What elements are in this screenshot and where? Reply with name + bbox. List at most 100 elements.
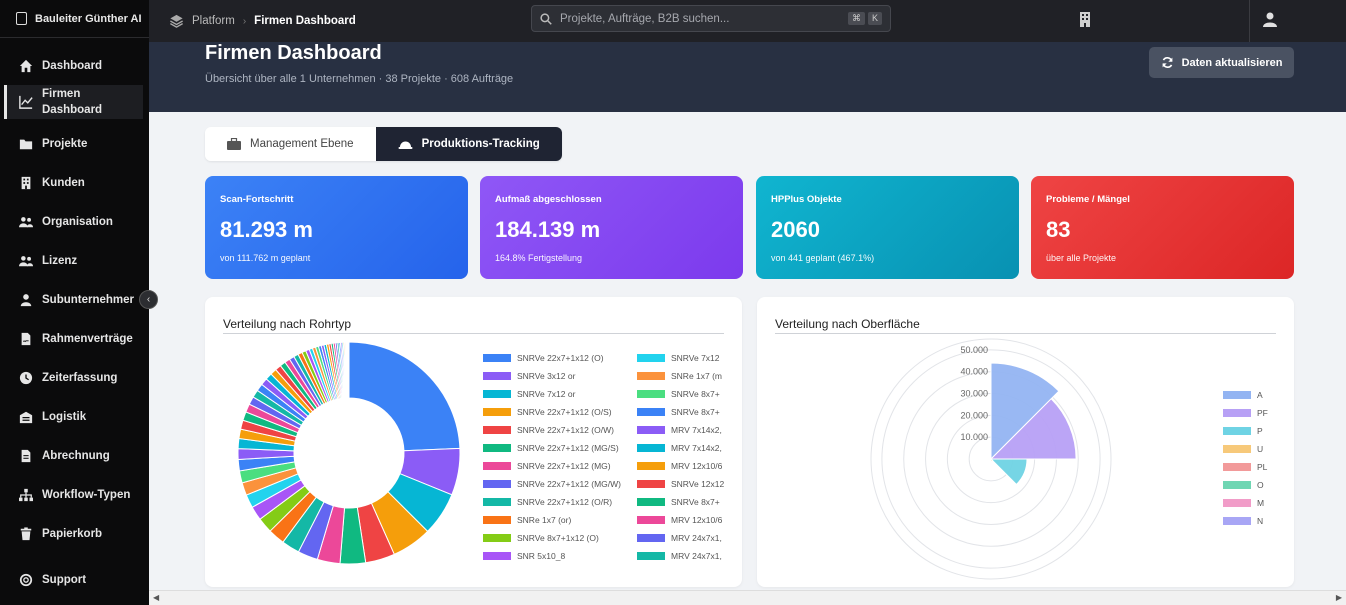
scroll-left-icon[interactable]: ◀ [153,593,160,602]
legend-item[interactable]: MRV 12x10/6 [637,461,722,471]
legend-label: MRV 24x7x1, [671,551,722,561]
sidebar-item-label: Papierkorb [42,527,103,540]
legend-item[interactable]: A [1223,390,1263,400]
legend-item[interactable]: SNRVe 8x7+ [637,407,720,417]
topbar: Platform › Firmen Dashboard ⌘ K [149,0,1346,42]
legend-item[interactable]: SNRVe 22x7+1x12 (O/S) [483,407,612,417]
sidebar-nav: Dashboard Firmen Dashboard Projekte Kunden O… [0,38,149,553]
home-icon [19,59,33,72]
brand[interactable]: Bauleiter Günther AI [0,0,149,38]
legend-item[interactable]: SNRVe 3x12 or [483,371,575,381]
sidebar-item-workflow-typen[interactable]: Workflow-Typen [0,475,149,514]
sidebar-item-kunden[interactable]: Kunden [0,163,149,202]
oberflaeche-polar-chart: 10.000 20.000 30.000 40.000 50.000 [870,338,1112,580]
legend-label: SNRVe 7x12 or [517,389,576,399]
sidebar-item-subunternehmer[interactable]: Subunternehmer [0,280,149,319]
legend-item[interactable]: SNRe 1x7 (or) [483,515,571,525]
legend-item[interactable]: SNRVe 7x12 or [483,389,575,399]
invoice-icon [21,449,31,462]
tab-produktions-tracking[interactable]: Produktions-Tracking [375,127,562,161]
kpi-value: 83 [1046,217,1071,242]
sidebar-item-support[interactable]: Support [0,560,149,599]
legend-item[interactable]: SNRVe 8x7+1x12 (O) [483,533,599,543]
legend-item[interactable]: MRV 7x14x2, [637,425,722,435]
legend-item[interactable]: U [1223,444,1263,454]
legend-label: MRV 12x10/6 [671,515,723,525]
legend-item[interactable]: MRV 7x14x2, [637,443,722,453]
sidebar-item-projekte[interactable]: Projekte [0,124,149,163]
legend-item[interactable]: SNRVe 22x7+1x12 (O/R) [483,497,612,507]
legend-item[interactable]: MRV 12x10/6 [637,515,722,525]
legend-swatch [483,516,511,524]
legend-item[interactable]: MRV 24x7x1, [637,533,722,543]
sidebar-item-organisation[interactable]: Organisation [0,202,149,241]
legend-label: SNRVe 22x7+1x12 (MG) [517,461,611,471]
legend-swatch [637,534,665,542]
legend-item[interactable]: SNRVe 22x7+1x12 (O) [483,353,604,363]
company-switch-button[interactable] [1074,9,1096,29]
scroll-right-icon[interactable]: ▶ [1335,593,1342,602]
legend-item[interactable]: M [1223,498,1264,508]
refresh-data-button[interactable]: Daten aktualisieren [1149,47,1294,78]
sidebar-item-abrechnung[interactable]: Abrechnung [0,436,149,475]
legend-swatch [1223,481,1251,489]
legend-item[interactable]: P [1223,426,1263,436]
sidebar-item-zeiterfassung[interactable]: Zeiterfassung [0,358,149,397]
polar-slice[interactable] [989,398,1077,460]
polar-slice[interactable] [989,458,1028,486]
legend-swatch [1223,427,1251,435]
donut-slice[interactable] [348,341,461,452]
polar-slice[interactable] [989,456,992,461]
legend-item[interactable]: SNRVe 22x7+1x12 (MG/S) [483,443,619,453]
sidebar-collapse-button[interactable]: ‹ [139,290,158,309]
legend-label: SNRVe 22x7+1x12 (O/S) [517,407,612,417]
polar-tick-label: 50.000 [960,345,988,355]
view-tabs: Management Ebene Produktions-Tracking [205,127,562,161]
global-search[interactable]: ⌘ K [531,5,891,32]
sidebar-item-firmen-dashboard[interactable]: Firmen Dashboard [4,85,143,119]
legend-item[interactable]: SNRVe 22x7+1x12 (MG/W) [483,479,621,489]
sidebar-item-label: Workflow-Typen [42,488,131,501]
sidebar-item-logistik[interactable]: Logistik [0,397,149,436]
polar-slice[interactable] [990,362,1060,461]
sidebar-item-lizenz[interactable]: Lizenz [0,241,149,280]
polar-tick-label: 30.000 [960,389,988,399]
sidebar-item-label: Dashboard [42,59,103,72]
legend-item[interactable]: SNRVe 8x7+ [637,389,720,399]
user-tie-icon [20,293,32,306]
legend-swatch [483,498,511,506]
user-menu-button[interactable] [1259,8,1281,30]
legend-item[interactable]: N [1223,516,1263,526]
search-input[interactable] [560,12,840,25]
legend-item[interactable]: SNRVe 7x12 [637,353,720,363]
tab-management-ebene[interactable]: Management Ebene [205,127,376,161]
brand-logo-icon [16,12,27,25]
legend-label: MRV 24x7x1, [671,533,722,543]
legend-item[interactable]: PF [1223,408,1268,418]
sidebar-item-label: Kunden [42,176,85,189]
building-icon [21,176,31,189]
legend-item[interactable]: SNRVe 8x7+ [637,497,720,507]
sidebar-item-rahmenverträge[interactable]: Rahmenverträge [0,319,149,358]
legend-item[interactable]: SNRVe 12x12 [637,479,724,489]
kpi-label: Probleme / Mängel [1046,194,1130,205]
users-icon [19,216,33,227]
briefcase-icon [227,138,241,150]
legend-item[interactable]: MRV 24x7x1, [637,551,722,561]
sidebar-item-dashboard[interactable]: Dashboard [0,46,149,85]
page-subtitle: Übersicht über alle 1 Unternehmen · 38 P… [205,73,514,85]
user-icon [1263,12,1277,27]
breadcrumb-root[interactable]: Platform [192,15,235,27]
legend-item[interactable]: SNRVe 22x7+1x12 (O/W) [483,425,614,435]
sidebar-item-papierkorb[interactable]: Papierkorb [0,514,149,553]
legend-column-2: SNRVe 7x12 SNRe 1x7 (m SNRVe 8x7+ SNRVe 8x7… [637,353,725,569]
legend-item[interactable]: SNRe 1x7 (m [637,371,722,381]
legend-item[interactable]: SNR 5x10_8 [483,551,565,561]
sidebar-item-label: Abrechnung [42,449,110,462]
legend-item[interactable]: O [1223,480,1264,490]
horizontal-scrollbar[interactable]: ◀ ▶ [149,590,1346,605]
legend-item[interactable]: PL [1223,462,1267,472]
legend-item[interactable]: SNRVe 22x7+1x12 (MG) [483,461,611,471]
legend-label: SNRVe 22x7+1x12 (O/W) [517,425,614,435]
kpi-label: Scan-Fortschritt [220,194,294,205]
